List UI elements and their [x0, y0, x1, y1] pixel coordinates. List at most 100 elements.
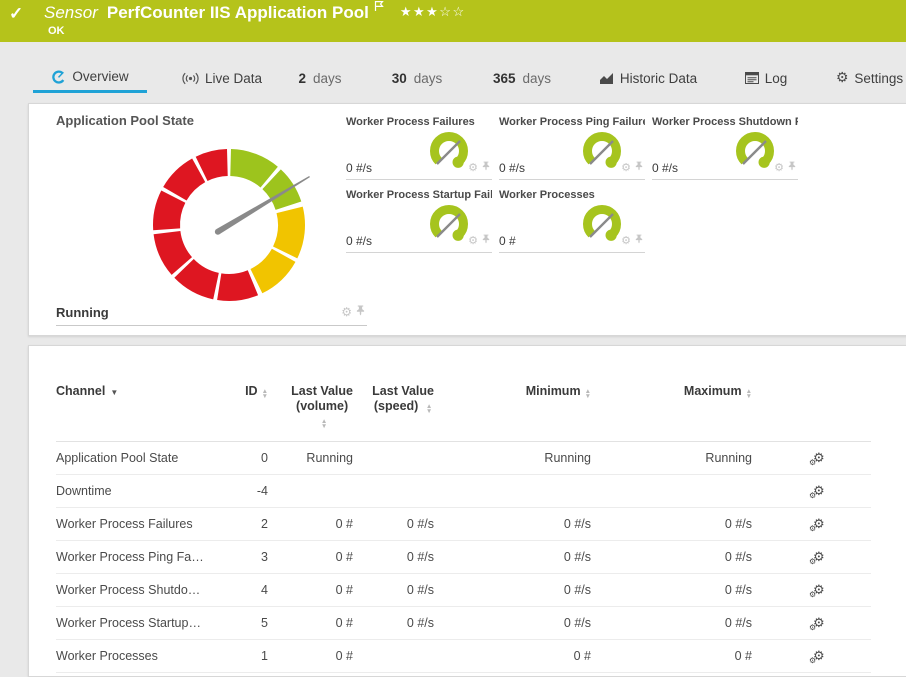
channel-name: Application Pool State — [56, 442, 241, 475]
channel-name: Worker Processes — [56, 640, 241, 673]
minimum-value — [454, 475, 616, 508]
channel-name: Worker Process Startup… — [56, 607, 241, 640]
channel-id: 5 — [241, 607, 286, 640]
main-gauge-dashlet: Application Pool State Running ⚙ — [56, 113, 367, 326]
column-header-minimum[interactable]: Minimum▲▼ — [454, 346, 616, 442]
maximum-value — [616, 475, 773, 508]
channel-name: Worker Process Shutdo… — [56, 574, 241, 607]
channel-row-worker-process-ping-fa[interactable]: Worker Process Ping Fa…30 #0 #/s0 #/s0 #… — [56, 541, 871, 574]
channel-actions: ⚙⚙ — [773, 508, 871, 541]
channel-row-worker-process-failures[interactable]: Worker Process Failures20 #0 #/s0 #/s0 #… — [56, 508, 871, 541]
edit-channel-gears-icon[interactable]: ⚙⚙ — [813, 583, 825, 597]
overview-gauges-panel: Application Pool State Running ⚙ Worker … — [28, 103, 906, 336]
minimum-value: 0 #/s — [454, 508, 616, 541]
log-icon — [745, 72, 759, 84]
main-gauge-value: Running — [56, 305, 109, 320]
ok-check-icon: ✓ — [9, 4, 23, 24]
channel-actions: ⚙⚙ — [773, 574, 871, 607]
channel-row-downtime[interactable]: Downtime-4⚙⚙ — [56, 475, 871, 508]
dashlet-settings-gear-icon[interactable]: ⚙ — [468, 162, 478, 173]
last-value-speed — [366, 442, 454, 475]
dashlet-settings-gear-icon[interactable]: ⚙ — [468, 235, 478, 246]
last-value-speed — [366, 475, 454, 508]
dashlet-worker-process-shutdown-fa: Worker Process Shutdown Fa…0 #/s⚙ — [652, 116, 798, 180]
tab-label: Log — [765, 71, 788, 86]
channel-id: 4 — [241, 574, 286, 607]
maximum-value: 0 #/s — [616, 508, 773, 541]
edit-channel-gears-icon[interactable]: ⚙⚙ — [813, 616, 825, 630]
tab-live-data[interactable]: Live Data — [183, 63, 261, 93]
tab-log[interactable]: Log — [738, 63, 794, 93]
sort-arrows-icon: ▲▼ — [426, 404, 432, 414]
column-header-last-value-volume[interactable]: Last Value(volume)▲▼ — [286, 346, 366, 442]
tab-365-days[interactable]: 365days — [490, 63, 554, 93]
dashlet-value: 0 #/s — [652, 161, 678, 175]
gear-icon: ⚙ — [836, 71, 849, 85]
dashlet-settings-gear-icon[interactable]: ⚙ — [621, 235, 631, 246]
dashlet-value: 0 #/s — [346, 234, 372, 248]
dashlet-pin-icon[interactable] — [356, 303, 365, 321]
channel-row-worker-processes[interactable]: Worker Processes10 #0 #0 #⚙⚙ — [56, 640, 871, 673]
channel-name: Worker Process Ping Fa… — [56, 541, 241, 574]
dashlet-pin-icon[interactable] — [635, 231, 643, 249]
minimum-value: 0 # — [454, 640, 616, 673]
mini-gauge — [732, 127, 778, 180]
maximum-value: Running — [616, 442, 773, 475]
object-type-label: Sensor — [44, 3, 98, 23]
maximum-value: 0 # — [616, 640, 773, 673]
last-value-volume — [286, 475, 366, 508]
sort-arrows-icon: ▲▼ — [746, 389, 752, 399]
tab-overview[interactable]: Overview — [33, 63, 147, 93]
channel-id: 0 — [241, 442, 286, 475]
dashlet-settings-gear-icon[interactable]: ⚙ — [341, 306, 352, 318]
mini-gauge — [426, 127, 472, 180]
channel-id: -4 — [241, 475, 286, 508]
tab-2-days[interactable]: 2days — [293, 63, 347, 93]
tab-settings[interactable]: ⚙Settings — [831, 63, 906, 93]
dashlet-worker-processes: Worker Processes0 #⚙ — [499, 189, 645, 253]
priority-stars[interactable]: ★★★☆☆ — [400, 4, 466, 20]
dashlet-pin-icon[interactable] — [635, 158, 643, 176]
maximum-value: 0 #/s — [616, 541, 773, 574]
dashlet-pin-icon[interactable] — [788, 158, 796, 176]
tab-historic-data[interactable]: Historic Data — [592, 63, 704, 93]
sort-arrows-icon: ▲▼ — [321, 419, 327, 429]
dashlet-pin-icon[interactable] — [482, 231, 490, 249]
last-value-volume: 0 # — [286, 607, 366, 640]
last-value-volume: Running — [286, 442, 366, 475]
sort-arrows-icon: ▲▼ — [585, 389, 591, 399]
channel-row-application-pool-state[interactable]: Application Pool State0RunningRunningRun… — [56, 442, 871, 475]
channel-table: Channel▼ID▲▼Last Value(volume)▲▼Last Val… — [56, 346, 871, 673]
column-header-last-value-speed[interactable]: Last Value(speed) ▲▼ — [366, 346, 454, 442]
column-header-channel[interactable]: Channel▼ — [56, 346, 241, 442]
channel-row-worker-process-shutdo[interactable]: Worker Process Shutdo…40 #0 #/s0 #/s0 #/… — [56, 574, 871, 607]
column-header-maximum[interactable]: Maximum▲▼ — [616, 346, 773, 442]
mini-gauge — [426, 200, 472, 253]
column-header-id[interactable]: ID▲▼ — [241, 346, 286, 442]
dashlet-settings-gear-icon[interactable]: ⚙ — [621, 162, 631, 173]
last-value-volume: 0 # — [286, 508, 366, 541]
minimum-value: 0 #/s — [454, 607, 616, 640]
edit-channel-gears-icon[interactable]: ⚙⚙ — [813, 649, 825, 663]
edit-channel-gears-icon[interactable]: ⚙⚙ — [813, 517, 825, 531]
dashlet-pin-icon[interactable] — [482, 158, 490, 176]
maximum-value: 0 #/s — [616, 574, 773, 607]
tab-label: Overview — [72, 69, 128, 84]
sort-desc-icon: ▼ — [110, 388, 118, 397]
maximum-value: 0 #/s — [616, 607, 773, 640]
edit-channel-gears-icon[interactable]: ⚙⚙ — [813, 451, 825, 465]
gauge-icon — [51, 70, 66, 84]
edit-channel-gears-icon[interactable]: ⚙⚙ — [813, 550, 825, 564]
edit-channel-gears-icon[interactable]: ⚙⚙ — [813, 484, 825, 498]
dashlet-worker-process-failures: Worker Process Failures0 #/s⚙ — [346, 116, 492, 180]
application-pool-state-gauge — [129, 125, 329, 330]
channel-id: 3 — [241, 541, 286, 574]
minimum-value: Running — [454, 442, 616, 475]
channel-row-worker-process-startup[interactable]: Worker Process Startup…50 #0 #/s0 #/s0 #… — [56, 607, 871, 640]
tab-30-days[interactable]: 30days — [388, 63, 446, 93]
priority-flag-icon[interactable] — [374, 0, 384, 17]
broadcast-icon — [182, 72, 199, 85]
last-value-speed — [366, 640, 454, 673]
dashlet-settings-gear-icon[interactable]: ⚙ — [774, 162, 784, 173]
channel-name: Worker Process Failures — [56, 508, 241, 541]
